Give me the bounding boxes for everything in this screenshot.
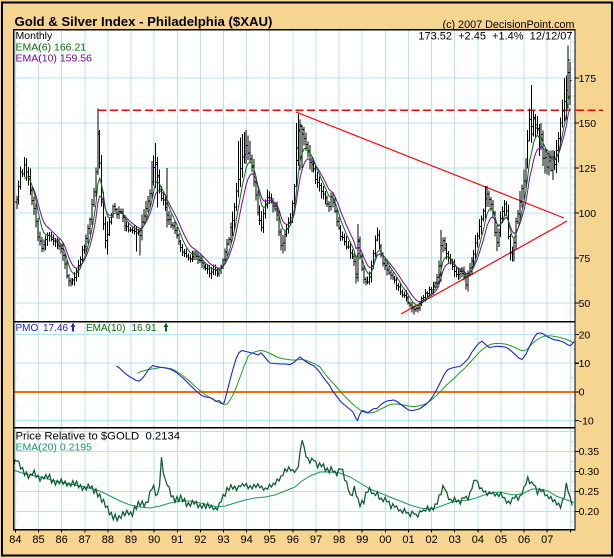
svg-text:PMO: PMO	[16, 323, 39, 334]
svg-text:173.52 +2.45 +1.4% 12/12/07: 173.52 +2.45 +1.4% 12/12/07	[418, 31, 572, 43]
svg-text:0.25: 0.25	[579, 486, 600, 498]
svg-text:84: 84	[9, 534, 21, 546]
svg-text:87: 87	[79, 534, 91, 546]
svg-text:98: 98	[333, 534, 345, 546]
svg-text:95: 95	[264, 534, 276, 546]
svg-text:01: 01	[402, 534, 414, 546]
svg-text:97: 97	[310, 534, 322, 546]
svg-text:88: 88	[102, 534, 114, 546]
svg-text:91: 91	[171, 534, 183, 546]
svg-text:93: 93	[217, 534, 229, 546]
svg-text:EMA(20) 0.2195: EMA(20) 0.2195	[16, 442, 93, 454]
svg-text:99: 99	[356, 534, 368, 546]
svg-text:(c) 2007 DecisionPoint.com: (c) 2007 DecisionPoint.com	[442, 19, 574, 31]
svg-text:16.91: 16.91	[132, 323, 157, 334]
svg-text:150: 150	[579, 118, 597, 130]
svg-text:0.35: 0.35	[579, 446, 600, 458]
svg-text:EMA(10) 159.56: EMA(10) 159.56	[16, 53, 93, 65]
svg-text:0.20: 0.20	[579, 506, 600, 518]
svg-text:100: 100	[579, 208, 597, 220]
svg-text:75: 75	[579, 253, 591, 265]
svg-text:92: 92	[194, 534, 206, 546]
svg-text:89: 89	[125, 534, 137, 546]
svg-text:Gold & Silver Index - Philadel: Gold & Silver Index - Philadelphia ($XAU…	[15, 14, 273, 29]
svg-text:10: 10	[579, 358, 591, 370]
svg-text:05: 05	[495, 534, 507, 546]
svg-text:0: 0	[579, 387, 585, 399]
svg-text:96: 96	[287, 534, 299, 546]
svg-text:86: 86	[56, 534, 68, 546]
svg-text:00: 00	[379, 534, 391, 546]
svg-text:175: 175	[579, 73, 597, 85]
svg-text:07: 07	[541, 534, 553, 546]
svg-text:85: 85	[32, 534, 44, 546]
svg-text:90: 90	[148, 534, 160, 546]
svg-text:17.46: 17.46	[43, 323, 68, 334]
svg-text:125: 125	[579, 163, 597, 175]
svg-text:50: 50	[579, 298, 591, 310]
svg-text:Monthly: Monthly	[16, 30, 54, 42]
svg-text:EMA(6) 166.21: EMA(6) 166.21	[16, 41, 87, 53]
svg-text:06: 06	[518, 534, 530, 546]
svg-text:20: 20	[579, 329, 591, 341]
svg-text:-10: -10	[579, 415, 594, 427]
svg-text:94: 94	[240, 534, 252, 546]
svg-text:04: 04	[472, 534, 484, 546]
svg-text:Price Relative to $GOLD 0.213: Price Relative to $GOLD 0.2134	[16, 431, 181, 443]
svg-text:0.30: 0.30	[579, 466, 600, 478]
svg-text:03: 03	[449, 534, 461, 546]
svg-text:02: 02	[425, 534, 437, 546]
svg-text:EMA(10): EMA(10)	[86, 323, 125, 334]
